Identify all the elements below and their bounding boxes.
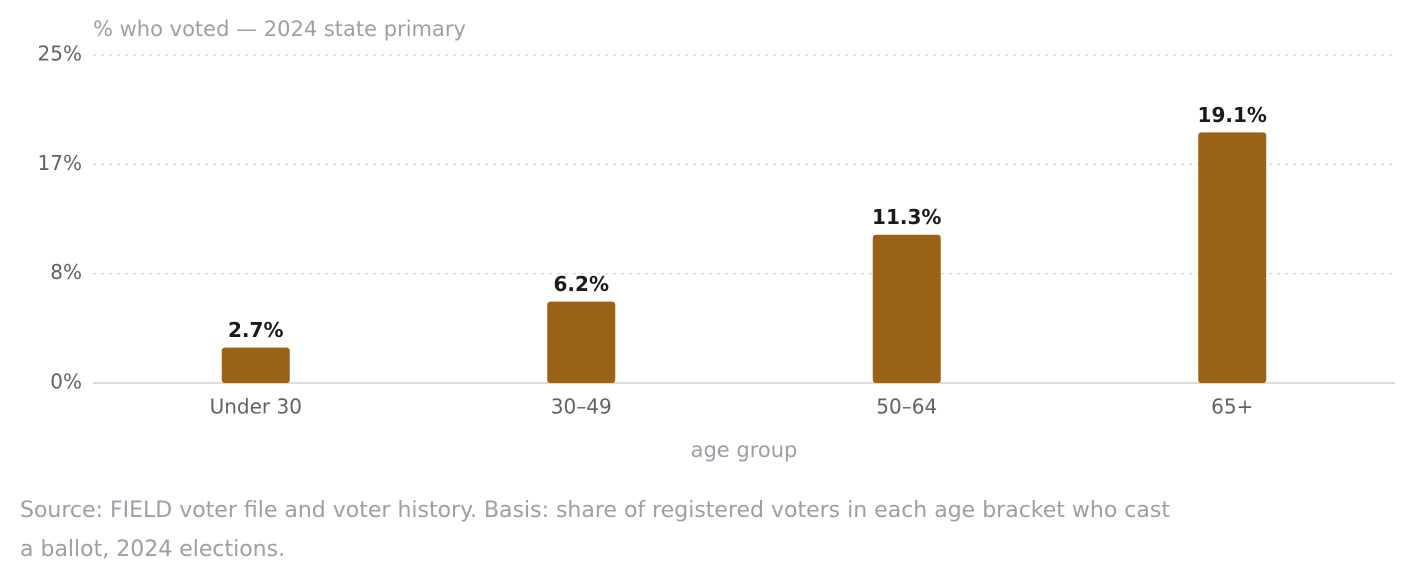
x-tick-label: 50–64 xyxy=(876,395,937,419)
value-label: 11.3% xyxy=(872,205,941,229)
x-tick-label: 65+ xyxy=(1211,395,1253,419)
value-label: 19.1% xyxy=(1198,103,1267,127)
chart-title: % who voted — 2024 state primary xyxy=(93,17,466,41)
x-tick-label: Under 30 xyxy=(210,395,302,419)
bar xyxy=(872,234,941,383)
y-tick-label: 8% xyxy=(50,260,82,284)
y-tick-label: 25% xyxy=(38,42,82,66)
value-label: 2.7% xyxy=(228,318,283,342)
y-tick-label: 0% xyxy=(50,370,82,394)
bar xyxy=(1198,132,1267,383)
bar xyxy=(221,347,290,383)
y-tick-label: 17% xyxy=(38,151,82,175)
value-label: 6.2% xyxy=(554,272,609,296)
bar xyxy=(547,301,616,383)
x-axis-label: age group xyxy=(691,438,798,462)
chart: % who voted — 2024 state primary age gro… xyxy=(38,17,1395,462)
source-note: Source: FIELD voter file and voter histo… xyxy=(20,498,1170,562)
x-tick-label: 30–49 xyxy=(551,395,612,419)
